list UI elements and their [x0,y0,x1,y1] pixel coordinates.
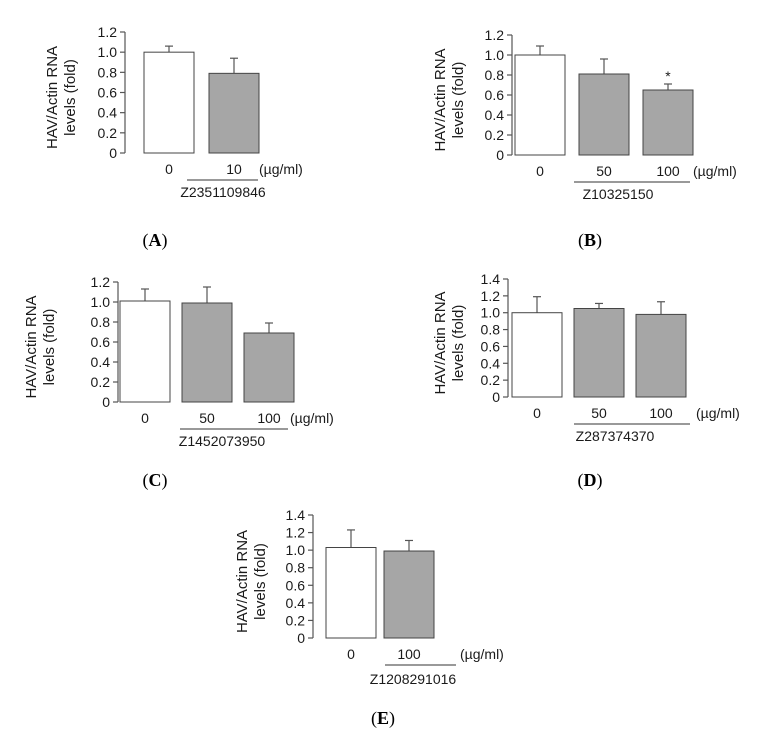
y-axis-label-line2: levels (fold) [62,59,79,136]
bar [243,332,295,403]
y-tick-label: 0.2 [481,372,501,388]
chart-d: 00.20.40.60.81.01.21.40 50 100 (µg/ml)Z2873… [432,271,740,444]
y-tick-label: 0.8 [91,314,111,330]
bar [511,312,563,398]
x-tick-label: 0 [536,163,544,179]
panel-letter-d: (D) [577,470,603,490]
x-tick-label: 50 [596,163,612,179]
y-axis-label-line1: HAV/Actin RNA [23,295,40,398]
y-tick-label: 0.4 [91,354,111,370]
significance-marker: * [665,68,671,84]
unit-label: (µg/ml) [259,161,303,177]
x-tick-label: 100 [649,405,673,421]
y-tick-label: 1.4 [286,507,306,523]
y-tick-label: 0 [492,389,500,405]
y-tick-label: 0 [496,147,504,163]
unit-label: (µg/ml) [696,405,740,421]
x-tick-label: 0 [141,410,149,426]
chart-e: 0 0.20.4 0.60.8 1.01.2 1.4 0 100 (µg/ml)Z120829… [234,507,504,687]
panel-letter-e: (E) [370,708,396,728]
bar [642,89,694,156]
compound-label: Z1452073950 [179,433,266,449]
compound-label: Z10325150 [583,186,654,202]
unit-label: (µg/ml) [460,646,504,662]
bar [578,73,630,156]
bar [514,54,566,156]
y-tick-label: 1.0 [481,305,501,321]
y-tick-label: 0.6 [481,338,501,354]
x-tick-label: 50 [199,410,215,426]
y-tick-label: 1.2 [481,288,501,304]
x-tick-label: 100 [257,410,281,426]
y-tick-label: 1.0 [98,44,118,60]
unit-label: (µg/ml) [693,163,737,179]
panel-letter-b: (B) [577,230,603,250]
bar [208,72,260,154]
y-tick-label: 0.2 [485,127,505,143]
x-tick-label: 0 [533,405,541,421]
bar [573,308,625,398]
y-tick-label: 0.6 [98,85,118,101]
y-tick-label: 1.0 [91,294,111,310]
y-tick-label: 0.6 [286,577,306,593]
y-axis-label-line1: HAV/Actin RNA [234,530,251,633]
bar [635,313,687,398]
chart-c: 0 0.2 0.4 0.6 0.8 1.0 1.2 0 50 100 (µg/ml) Z1452073… [23,274,334,449]
x-tick-label: 0 [347,646,355,662]
y-tick-label: 0 [109,145,117,161]
y-tick-label: 1.0 [286,542,306,558]
y-tick-label: 1.2 [98,24,118,40]
y-tick-label: 0.6 [91,334,111,350]
bar [325,547,377,639]
y-axis-label-line1: HAV/Actin RNA [432,291,449,394]
chart-a: 0 0.2 0.4 0.6 0.8 1.0 1.2 0 10 (µg/ml) Z2351109846… [44,24,303,200]
y-axis-label-line2: levels (fold) [450,305,467,382]
y-axis-label-line1: HAV/Actin RNA [432,48,449,151]
y-tick-label: 0.4 [286,595,306,611]
x-tick-label: 50 [591,405,607,421]
y-tick-label: 1.0 [485,47,505,63]
y-tick-label: 0.6 [485,87,505,103]
x-tick-label: 100 [656,163,680,179]
y-axis-label-line1: HAV/Actin RNA [44,46,61,149]
x-tick-label: 0 [165,161,173,177]
y-axis-label-line2: levels (fold) [450,62,467,139]
y-tick-label: 1.4 [481,271,501,287]
y-tick-label: 0.8 [481,322,501,338]
y-tick-label: 0.2 [98,125,118,141]
panel-letter-a: (A) [142,230,168,250]
y-axis-label-line2: levels (fold) [41,309,58,386]
y-tick-label: 0.8 [98,64,118,80]
y-tick-label: 0.2 [91,374,111,390]
compound-label: Z287374370 [576,428,655,444]
y-tick-label: 0.4 [485,107,505,123]
y-axis-label-line2: levels (fold) [252,543,269,620]
y-tick-label: 1.2 [485,27,505,43]
y-tick-label: 0 [102,394,110,410]
chart-b: 0 0.2 0.4 0.6 0.8 1.0 1.2 0 50 100 * (µg/ml) Z103251… [432,27,737,202]
y-tick-label: 0.2 [286,612,306,628]
unit-label: (µg/ml) [290,410,334,426]
compound-label: Z1208291016 [370,671,457,687]
bar [143,51,195,154]
x-tick-label: 100 [397,646,421,662]
y-tick-label: 0.4 [98,105,118,121]
bar [181,302,233,403]
panel-letter-c: (C) [142,470,168,490]
bar [119,300,171,403]
y-tick-label: 0.4 [481,355,501,371]
x-tick-label: 10 [226,161,242,177]
compound-label: Z2351109846 [180,184,266,200]
y-tick-label: 1.2 [286,525,306,541]
y-tick-label: 1.2 [91,274,111,290]
y-tick-label: 0 [297,630,305,646]
y-tick-label: 0.8 [485,67,505,83]
y-tick-label: 0.8 [286,560,306,576]
bar [383,550,435,639]
